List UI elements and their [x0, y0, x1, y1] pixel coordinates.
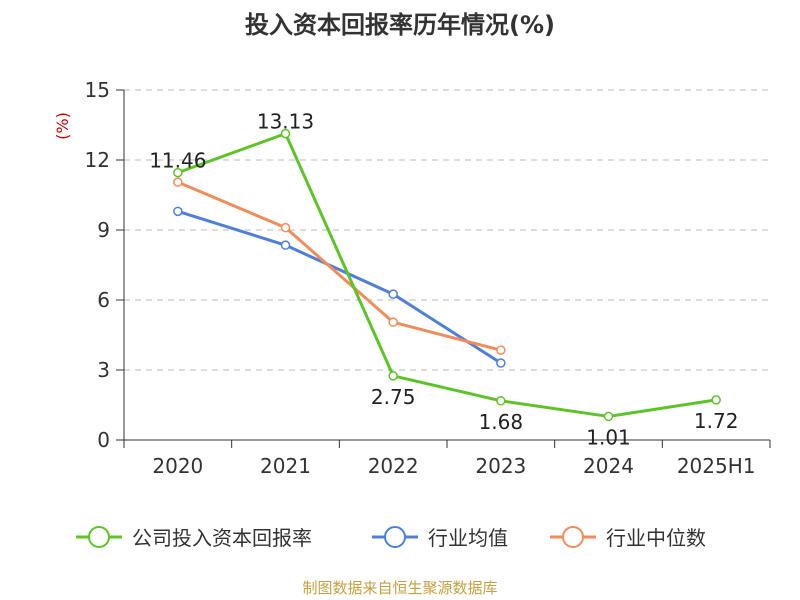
data-point[interactable]: [280, 128, 291, 139]
data-point[interactable]: [603, 411, 614, 422]
x-tick-label: 2021: [260, 454, 311, 478]
legend-item[interactable]: 行业中位数: [550, 526, 706, 550]
x-tick-label: 2024: [583, 454, 634, 478]
legend-label: 公司投入资本回报率: [132, 526, 312, 550]
x-tick-label: 2022: [368, 454, 419, 478]
y-tick-label: 3: [97, 358, 110, 382]
data-point[interactable]: [173, 206, 183, 217]
legend-swatch-marker: [562, 526, 584, 548]
data-label: 1.68: [479, 410, 524, 434]
data-label: 11.46: [149, 149, 206, 173]
chart-title: 投入资本回报率历年情况(%): [245, 11, 555, 39]
data-label: 2.75: [371, 385, 416, 409]
data-point[interactable]: [280, 222, 291, 233]
series-line: [177, 209, 502, 365]
data-label: 1.01: [586, 425, 631, 449]
data-point[interactable]: [280, 240, 291, 250]
legend-item[interactable]: 公司投入资本回报率: [76, 526, 312, 550]
data-point[interactable]: [388, 317, 398, 327]
data-point[interactable]: [496, 345, 506, 355]
grid: [124, 89, 770, 371]
y-axis-unit: (%): [53, 112, 72, 140]
data-point[interactable]: [388, 371, 398, 381]
x-tick-label: 2020: [152, 454, 203, 478]
y-tick-label: 9: [97, 218, 110, 242]
data-point[interactable]: [496, 358, 506, 368]
data-point[interactable]: [388, 289, 398, 299]
series-line: [177, 180, 502, 352]
data-point[interactable]: [496, 396, 506, 406]
y-tick-label: 6: [97, 288, 110, 312]
data-label: 1.72: [694, 409, 739, 433]
data-point[interactable]: [173, 177, 183, 187]
legend-label: 行业中位数: [606, 526, 706, 550]
x-tick-label: 2025H1: [677, 454, 756, 478]
legend-swatch-marker: [384, 526, 406, 548]
data-label: 13.13: [257, 110, 314, 134]
legend-item[interactable]: 行业均值: [372, 526, 508, 550]
legend-swatch-marker: [88, 526, 110, 548]
y-tick-label: 0: [97, 428, 110, 452]
series-group: 11.46 13.13 2.75 1.68 1.01 1.72: [149, 110, 738, 450]
data-point[interactable]: [711, 395, 721, 405]
data-point[interactable]: [173, 167, 183, 178]
x-tick-label: 2023: [475, 454, 526, 478]
axes: 0 3 6 9 12 15 2020 2021 2022 2023 2024 2025H1: [85, 78, 771, 478]
y-tick-label: 12: [85, 148, 110, 172]
legend-label: 行业均值: [428, 526, 508, 550]
series-line: [177, 132, 717, 418]
legend[interactable]: 公司投入资本回报率 行业均值 行业中位数: [76, 526, 706, 550]
source-note: 制图数据来自恒生聚源数据库: [302, 579, 497, 597]
y-tick-label: 15: [85, 78, 110, 102]
